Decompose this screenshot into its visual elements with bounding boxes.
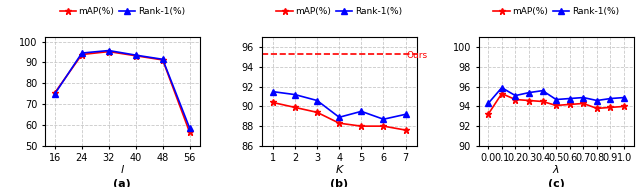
Rank-1(%) [498, 87, 506, 89]
mAP(%) [78, 53, 86, 56]
mAP(%) [566, 103, 573, 106]
X-axis label: l: l [121, 165, 124, 175]
Rank-1(%) [607, 97, 614, 100]
Text: (a): (a) [113, 179, 131, 187]
Rank-1(%) [78, 52, 86, 54]
mAP(%) [105, 50, 113, 53]
Legend: mAP(%), Rank-1(%): mAP(%), Rank-1(%) [60, 7, 185, 16]
mAP(%) [620, 105, 628, 108]
Line: mAP(%): mAP(%) [51, 48, 193, 136]
mAP(%) [269, 101, 276, 104]
Line: Rank-1(%): Rank-1(%) [485, 85, 627, 106]
Rank-1(%) [291, 94, 299, 96]
mAP(%) [539, 100, 547, 103]
mAP(%) [186, 131, 193, 134]
Rank-1(%) [132, 54, 140, 56]
Rank-1(%) [511, 94, 519, 97]
mAP(%) [335, 122, 343, 124]
mAP(%) [402, 129, 410, 131]
X-axis label: K: K [335, 165, 343, 175]
Text: (b): (b) [330, 179, 348, 187]
mAP(%) [132, 55, 140, 57]
Rank-1(%) [593, 99, 601, 102]
X-axis label: λ: λ [553, 165, 559, 175]
Rank-1(%) [552, 98, 560, 101]
Rank-1(%) [335, 116, 343, 118]
Rank-1(%) [402, 113, 410, 115]
mAP(%) [484, 113, 492, 115]
Legend: mAP(%), Rank-1(%): mAP(%), Rank-1(%) [276, 7, 402, 16]
Rank-1(%) [525, 91, 532, 94]
Text: (c): (c) [548, 179, 564, 187]
Rank-1(%) [358, 110, 365, 112]
mAP(%) [313, 111, 321, 114]
Line: Rank-1(%): Rank-1(%) [270, 89, 408, 122]
mAP(%) [593, 107, 601, 110]
mAP(%) [159, 59, 166, 61]
Line: mAP(%): mAP(%) [484, 90, 628, 118]
Line: Rank-1(%): Rank-1(%) [52, 48, 193, 131]
mAP(%) [579, 102, 587, 105]
mAP(%) [358, 125, 365, 127]
Rank-1(%) [620, 96, 628, 99]
Rank-1(%) [380, 118, 387, 120]
Rank-1(%) [566, 97, 573, 100]
mAP(%) [607, 106, 614, 108]
Rank-1(%) [579, 96, 587, 99]
Rank-1(%) [159, 58, 166, 60]
Rank-1(%) [105, 49, 113, 52]
mAP(%) [498, 93, 506, 95]
Rank-1(%) [313, 99, 321, 102]
Rank-1(%) [186, 127, 193, 129]
Rank-1(%) [539, 90, 547, 92]
Rank-1(%) [484, 102, 492, 105]
mAP(%) [291, 106, 299, 108]
mAP(%) [51, 92, 59, 94]
Text: Ours: Ours [406, 51, 428, 60]
Line: mAP(%): mAP(%) [269, 99, 409, 134]
mAP(%) [380, 125, 387, 127]
mAP(%) [525, 99, 532, 102]
Rank-1(%) [269, 91, 276, 93]
mAP(%) [511, 98, 519, 101]
Legend: mAP(%), Rank-1(%): mAP(%), Rank-1(%) [493, 7, 619, 16]
Rank-1(%) [51, 93, 59, 95]
mAP(%) [552, 104, 560, 107]
